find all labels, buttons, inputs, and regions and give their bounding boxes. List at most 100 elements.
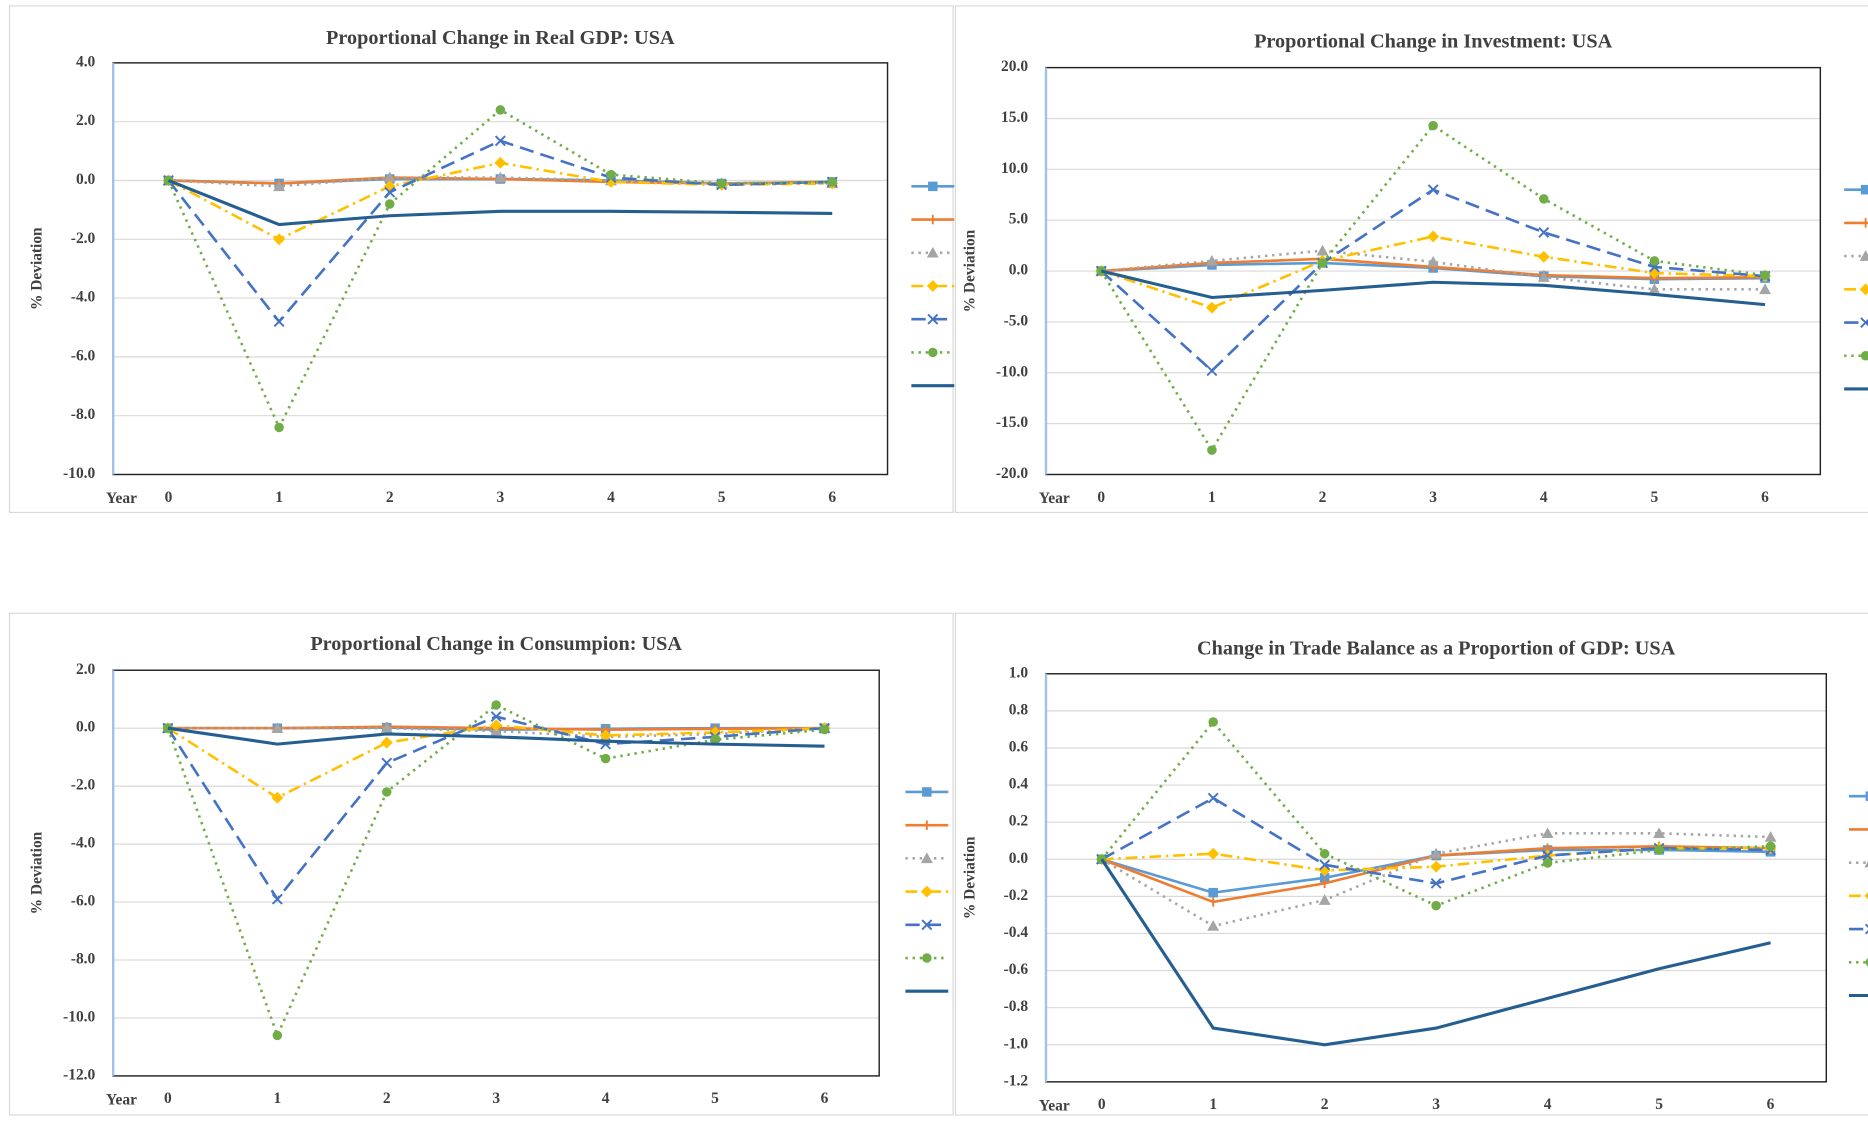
x-tick-label: 3 — [496, 489, 504, 506]
y-tick-label: -1.0 — [1004, 1035, 1029, 1052]
x-tick-label: 4 — [602, 1090, 610, 1107]
legend-marker — [920, 885, 933, 898]
point — [1427, 230, 1440, 243]
chart-title: Proportional Change in Real GDP: USA — [326, 27, 675, 49]
y-tick-label: 0.6 — [1009, 739, 1029, 756]
x-tick-label: 2 — [383, 1090, 391, 1107]
x-axis-label: Year — [106, 490, 137, 507]
legend-marker — [1864, 892, 1868, 900]
x-tick-label: 3 — [1429, 489, 1437, 506]
point — [490, 711, 502, 723]
y-tick-label: -0.2 — [1004, 887, 1029, 904]
y-tick-label: -2.0 — [71, 230, 96, 247]
series-line — [1100, 269, 1766, 307]
series-line — [1100, 858, 1771, 1047]
point — [1542, 858, 1553, 868]
x-tick-label: 5 — [1655, 1096, 1663, 1113]
legend-marker — [1865, 791, 1868, 801]
point — [1654, 845, 1664, 855]
y-tick-label: -8.0 — [71, 406, 96, 423]
point — [1208, 717, 1218, 727]
x-tick-label: 5 — [718, 489, 726, 506]
point — [273, 316, 285, 328]
legend-marker — [1860, 184, 1868, 195]
y-tick-label: 0.0 — [1009, 850, 1029, 867]
point — [494, 156, 507, 169]
chart-title: Proportional Change in Consumpion: USA — [310, 633, 682, 655]
point — [1207, 792, 1219, 804]
point — [827, 177, 837, 187]
point — [1317, 258, 1328, 268]
point — [1759, 283, 1771, 295]
x-tick-label: 6 — [1761, 489, 1769, 506]
y-tick-label: -15.0 — [996, 414, 1029, 431]
x-tick-label: 5 — [711, 1090, 719, 1107]
x-tick-label: 6 — [1767, 1096, 1775, 1113]
chart-title: Change in Trade Balance as a Proportion … — [1197, 638, 1676, 660]
panel-frame — [8, 612, 954, 1116]
legend-marker — [1864, 923, 1868, 935]
y-tick-label: -1.2 — [1004, 1072, 1029, 1089]
point — [1539, 194, 1549, 204]
point — [273, 233, 286, 246]
point — [1206, 365, 1218, 377]
y-tick-label: -4.0 — [71, 835, 96, 852]
legend-marker — [1864, 860, 1868, 868]
y-tick-label: 2.0 — [76, 661, 96, 678]
legend-marker — [1859, 283, 1868, 296]
y-axis-label: % Deviation — [961, 836, 978, 919]
point — [1649, 256, 1660, 266]
x-tick-label: 2 — [1319, 489, 1327, 506]
legend-marker — [1860, 351, 1868, 361]
y-tick-label: -10.0 — [63, 465, 96, 482]
point — [1541, 827, 1554, 839]
point — [1760, 270, 1770, 280]
y-tick-label: 1.0 — [1009, 664, 1029, 681]
y-tick-label: 0.0 — [76, 719, 96, 736]
point — [1207, 920, 1220, 931]
point — [380, 736, 393, 749]
x-tick-label: 6 — [821, 1090, 829, 1107]
y-tick-label: 10.0 — [1001, 160, 1028, 177]
point — [710, 735, 720, 745]
point — [1765, 841, 1776, 852]
x-tick-label: 4 — [607, 489, 615, 506]
x-axis-label: Year — [1039, 1097, 1070, 1114]
chart-panel: Proportional Change in Consumpion: USA % … — [8, 612, 954, 1116]
x-tick-label: 4 — [1540, 489, 1548, 506]
y-tick-label: -5.0 — [1004, 312, 1029, 329]
x-tick-label: 1 — [1209, 1096, 1217, 1113]
legend-marker — [928, 347, 938, 358]
legend-marker — [1859, 250, 1868, 261]
x-tick-label: 3 — [492, 1090, 500, 1107]
y-tick-label: -6.0 — [71, 347, 96, 364]
x-tick-label: 2 — [386, 489, 394, 506]
point — [1538, 226, 1550, 238]
point — [273, 180, 286, 192]
point — [1653, 827, 1666, 839]
y-tick-label: 20.0 — [1001, 58, 1028, 75]
point — [495, 105, 506, 115]
y-axis-label: % Deviation — [29, 227, 46, 310]
y-tick-label: -4.0 — [71, 289, 96, 306]
chart-panel: Proportional Change in Investment: USA % … — [954, 5, 1868, 514]
x-tick-label: 5 — [1651, 489, 1659, 506]
point — [1537, 271, 1550, 282]
y-tick-label: 0.0 — [1009, 262, 1029, 279]
x-tick-label: 0 — [1097, 489, 1105, 506]
point — [1319, 848, 1330, 859]
point — [1648, 283, 1661, 295]
point — [1318, 894, 1331, 905]
y-tick-label: 0.4 — [1009, 776, 1029, 793]
x-tick-label: 1 — [275, 489, 283, 506]
chart-title: Proportional Change in Investment: USA — [1254, 30, 1613, 52]
chart-panel: Proportional Change in Real GDP: USA % De… — [8, 5, 955, 514]
series-line — [167, 726, 825, 748]
point — [381, 787, 392, 797]
point — [274, 422, 284, 433]
point — [1764, 831, 1777, 842]
legend-marker — [921, 919, 933, 931]
y-tick-label: -2.0 — [71, 777, 96, 794]
point — [1542, 850, 1554, 861]
